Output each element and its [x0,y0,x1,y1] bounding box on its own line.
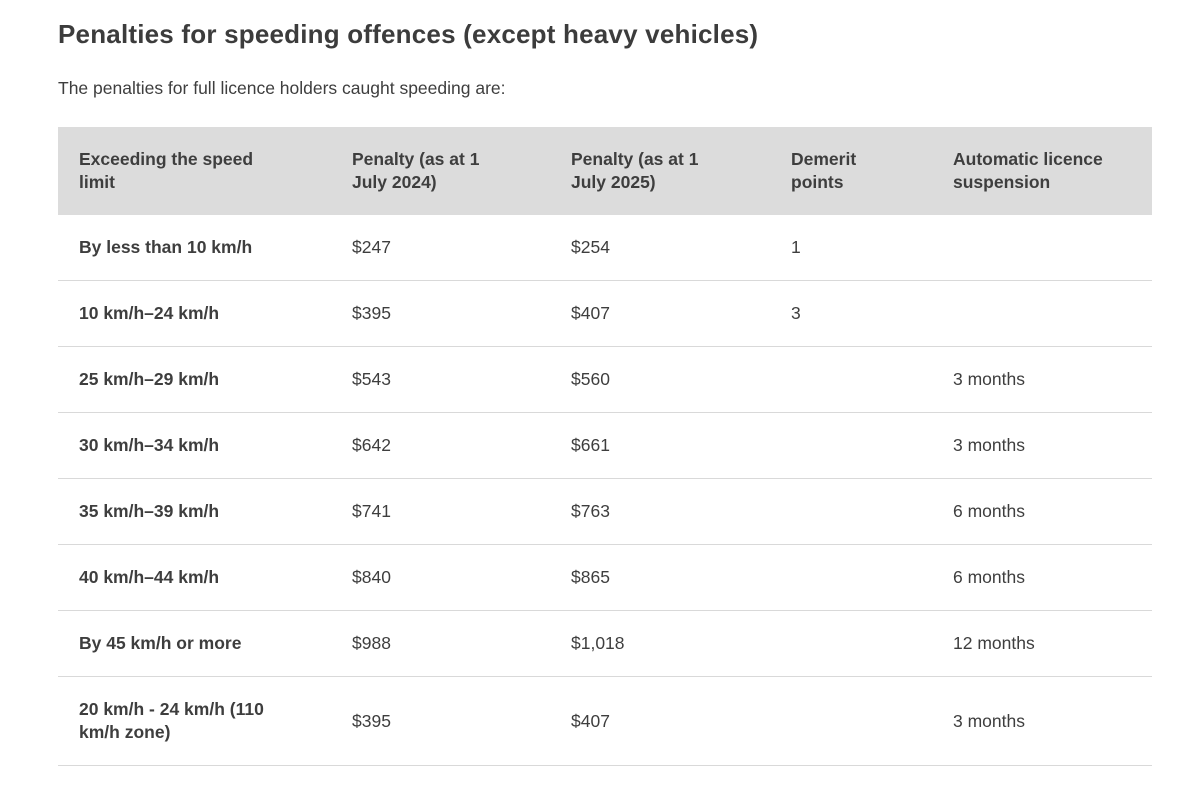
cell-penalty-2025: $407 [571,710,610,731]
cell-penalty-2025: $865 [571,567,610,587]
cell-penalty-2025: $763 [571,501,610,521]
cell-penalty-2025: $254 [571,237,610,257]
intro-text: The penalties for full licence holders c… [58,78,506,98]
column-header-penalty-2025: Penalty (as at 1 July 2025) [550,127,770,215]
speeding-penalties-table: Exceeding the speed limit Penalty (as at… [58,127,1152,766]
cell-suspension: 3 months [953,435,1025,455]
table-header-row: Exceeding the speed limit Penalty (as at… [58,127,1152,215]
table-row: By 45 km/h or more $988 $1,018 12 months [58,611,1152,677]
column-header-exceeding-limit: Exceeding the speed limit [58,127,331,215]
cell-demerit-points [770,347,932,413]
cell-penalty-2025: $407 [571,303,610,323]
cell-penalty-2025: $661 [571,435,610,455]
cell-suspension: 6 months [953,501,1025,521]
cell-demerit-points: 1 [791,237,801,257]
cell-limit: 30 km/h–34 km/h [79,435,220,455]
table-row: 10 km/h–24 km/h $395 $407 3 [58,281,1152,347]
table-row: 35 km/h–39 km/h $741 $763 6 months [58,479,1152,545]
cell-demerit-points: 3 [791,303,801,323]
cell-demerit-points [770,611,932,677]
cell-limit: 35 km/h–39 km/h [79,501,220,521]
table-row: By less than 10 km/h $247 $254 1 [58,215,1152,281]
cell-penalty-2024: $840 [352,567,391,587]
cell-penalty-2024: $741 [352,501,391,521]
cell-demerit-points [770,545,932,611]
table-header: Exceeding the speed limit Penalty (as at… [58,127,1152,215]
cell-limit: By 45 km/h or more [79,633,242,653]
cell-penalty-2025: $560 [571,369,610,389]
cell-limit: 20 km/h - 24 km/h (110 km/h zone) [79,699,264,742]
cell-suspension [932,215,1152,281]
cell-suspension: 12 months [953,633,1035,653]
cell-limit: 25 km/h–29 km/h [79,369,220,389]
cell-suspension: 3 months [953,369,1025,389]
cell-penalty-2024: $247 [352,237,391,257]
page-title: Penalties for speeding offences (except … [58,19,759,49]
cell-demerit-points [770,677,932,766]
cell-limit: By less than 10 km/h [79,237,253,257]
cell-penalty-2024: $395 [352,710,391,731]
cell-limit: 40 km/h–44 km/h [79,567,220,587]
cell-suspension [932,281,1152,347]
cell-suspension: 3 months [953,710,1025,731]
cell-penalty-2024: $543 [352,369,391,389]
cell-demerit-points [770,413,932,479]
table-row: 25 km/h–29 km/h $543 $560 3 months [58,347,1152,413]
table-row: 40 km/h–44 km/h $840 $865 6 months [58,545,1152,611]
column-header-demerit-points: Demerit points [770,127,932,215]
cell-limit: 10 km/h–24 km/h [79,303,220,323]
cell-demerit-points [770,479,932,545]
column-header-penalty-2024: Penalty (as at 1 July 2024) [331,127,550,215]
cell-suspension: 6 months [953,567,1025,587]
cell-penalty-2024: $395 [352,303,391,323]
column-header-licence-suspension: Automatic licence suspension [932,127,1152,215]
cell-penalty-2025: $1,018 [571,633,625,653]
table-row: 30 km/h–34 km/h $642 $661 3 months [58,413,1152,479]
cell-penalty-2024: $988 [352,633,391,653]
cell-penalty-2024: $642 [352,435,391,455]
table-row: 20 km/h - 24 km/h (110 km/h zone) $395 $… [58,677,1152,766]
table-body: By less than 10 km/h $247 $254 1 10 km/h… [58,215,1152,766]
